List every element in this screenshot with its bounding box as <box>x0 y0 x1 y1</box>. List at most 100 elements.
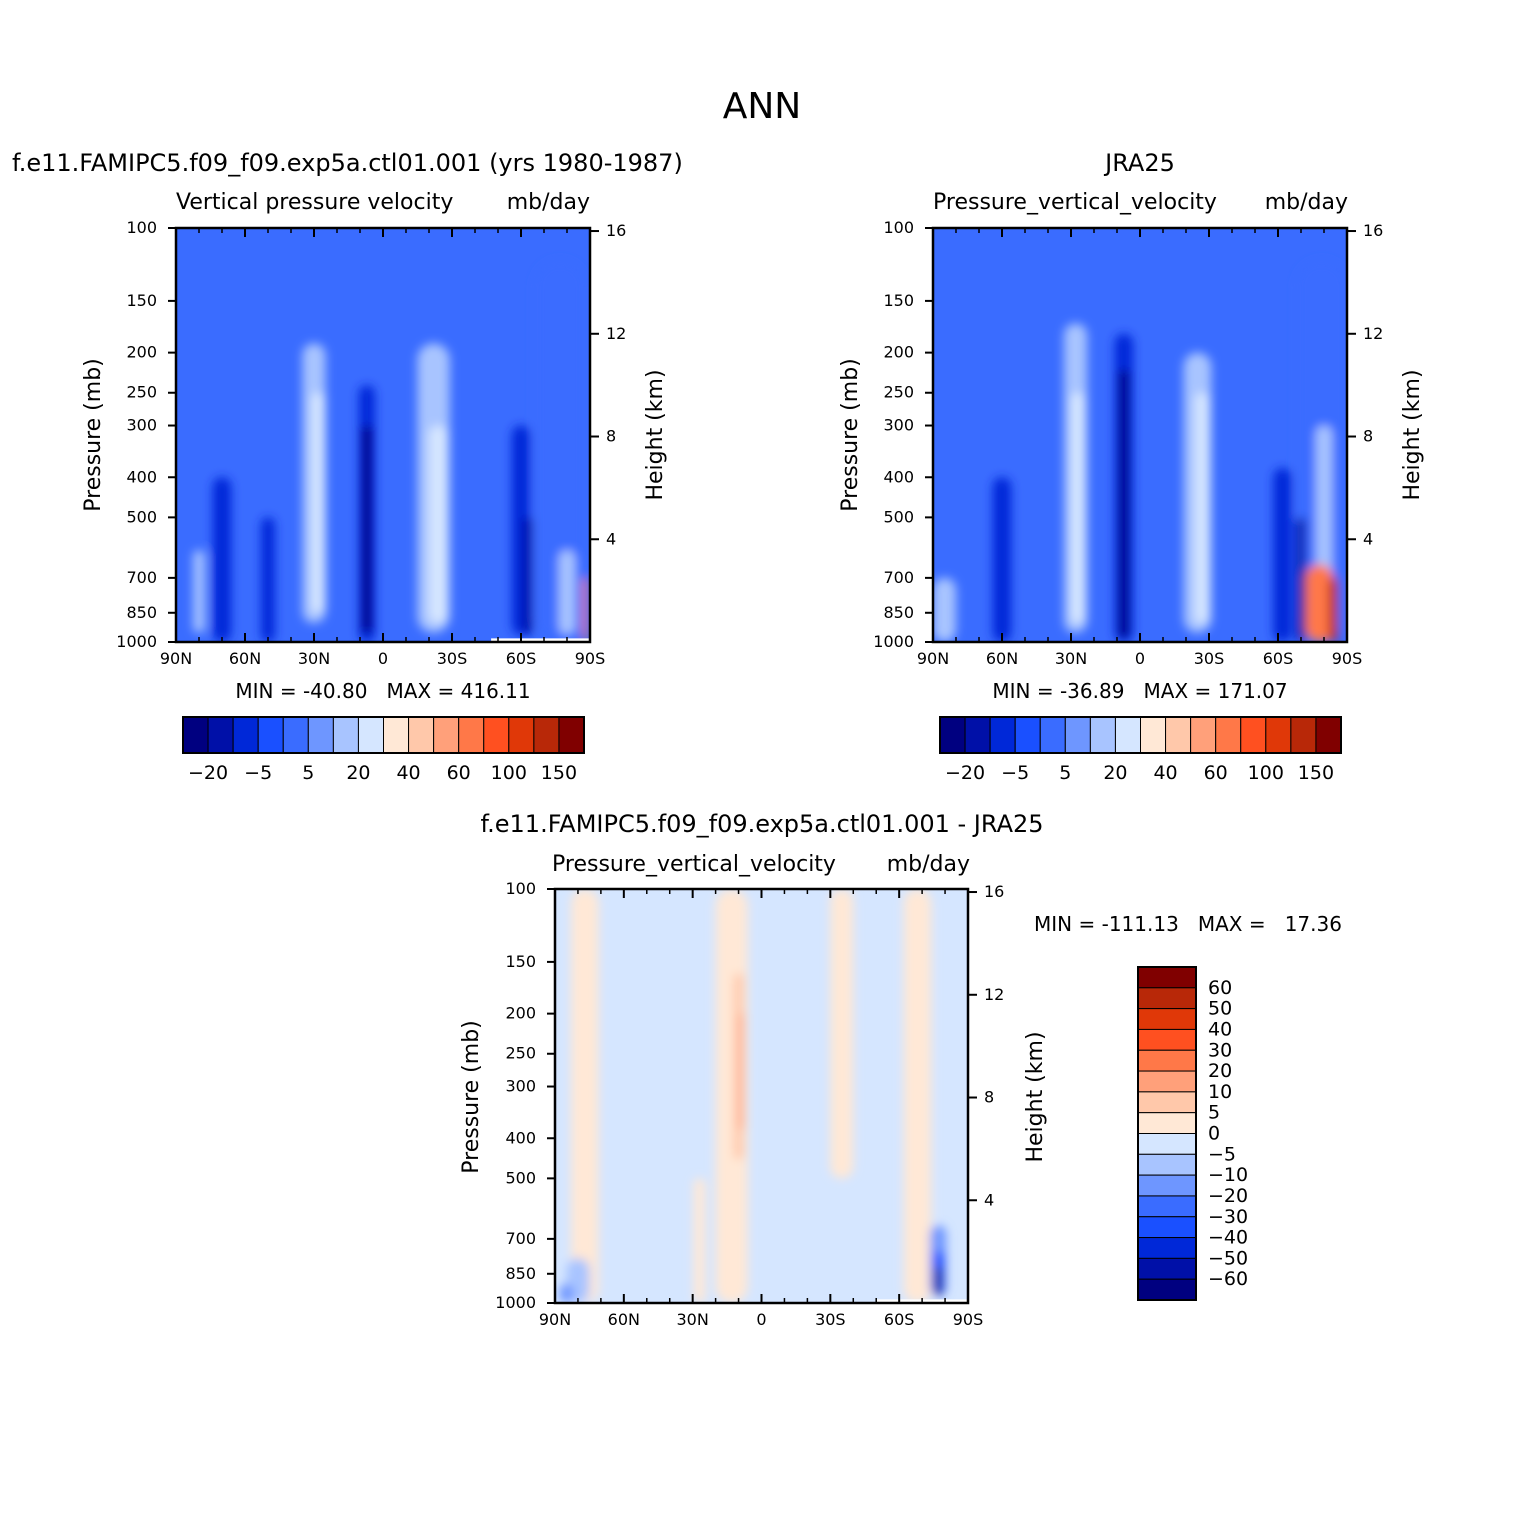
y-tick-label: 250 <box>126 383 157 402</box>
y-tick-label: 100 <box>505 879 536 898</box>
colorbar-swatch <box>1215 716 1242 754</box>
colorbar-swatch <box>207 716 234 754</box>
x-tick-label: 60S <box>1263 649 1294 668</box>
field-feature-8 <box>1195 392 1209 624</box>
y-axis-label: Pressure (mb) <box>838 358 863 512</box>
x-tick-label: 60S <box>506 649 537 668</box>
colorbar-swatch <box>508 716 535 754</box>
panel-title: f.e11.FAMIPC5.f09_f09.exp5a.ctl01.001 - … <box>480 810 1043 838</box>
x-tick-label: 90S <box>953 1310 984 1329</box>
field-feature-8 <box>559 1284 574 1303</box>
colorbar-label: 10 <box>1208 1081 1232 1103</box>
min-max-stats: MIN = -40.80 MAX = 416.11 <box>235 679 530 703</box>
x-tick-label: 30S <box>1194 649 1225 668</box>
colorbar-swatch <box>1137 1216 1197 1239</box>
colorbar-swatch <box>307 716 334 754</box>
y-tick-label: 700 <box>126 568 157 587</box>
y2-tick-label: 12 <box>606 324 626 343</box>
colorbar-swatch <box>989 716 1016 754</box>
x-tick-label: 0 <box>1135 649 1145 668</box>
colorbar-swatch <box>533 716 560 754</box>
colorbar-swatch <box>1240 716 1267 754</box>
x-tick-label: 60S <box>884 1310 915 1329</box>
y-tick-label: 400 <box>126 467 157 486</box>
colorbar-swatch <box>1137 1237 1197 1259</box>
x-tick-label: 60N <box>229 649 261 668</box>
field-feature-8 <box>429 425 448 624</box>
colorbar-label: −20 <box>188 762 228 784</box>
x-tick-label: 60N <box>986 649 1018 668</box>
colorbar-frame <box>939 716 1342 754</box>
colorbar-label: 5 <box>1059 762 1071 784</box>
colorbar-swatch <box>433 716 460 754</box>
colorbar-swatch <box>1290 716 1317 754</box>
y-tick-label: 1000 <box>873 632 914 651</box>
y-tick-label: 850 <box>126 603 157 622</box>
field-feature-0 <box>534 260 586 642</box>
y-tick-label: 300 <box>126 416 157 435</box>
y-tick-label: 500 <box>505 1168 536 1187</box>
y-tick-label: 300 <box>505 1077 536 1096</box>
colorbar-swatch <box>1315 716 1342 754</box>
colorbar-swatch <box>1137 1153 1197 1176</box>
y2-tick-label: 12 <box>1363 324 1383 343</box>
y2-tick-label: 16 <box>984 882 1004 901</box>
colorbar-label: 100 <box>491 762 527 784</box>
x-tick-label: 30N <box>677 1310 709 1329</box>
y-tick-label: 1000 <box>116 632 157 651</box>
y2-axis-label: Height (km) <box>1023 1031 1048 1162</box>
x-tick-label: 90N <box>539 1310 571 1329</box>
y2-tick-label: 16 <box>606 221 626 240</box>
left-subtitle: Pressure_vertical_velocity <box>552 852 836 877</box>
y-axis-label: Pressure (mb) <box>81 358 106 512</box>
y-tick-label: 150 <box>883 291 914 310</box>
x-tick-label: 30S <box>437 649 468 668</box>
colorbar-swatch <box>1114 716 1141 754</box>
y2-axis-label: Height (km) <box>643 369 668 500</box>
field-feature-4 <box>1071 392 1085 624</box>
field-feature-0 <box>571 889 599 1303</box>
y-axis-label: Pressure (mb) <box>459 1020 484 1174</box>
axes: 90N 60N 30N 0 30S 60S 90S 100 150 200 250 300 400 500… <box>495 879 1004 1329</box>
colorbar-label: −30 <box>1208 1206 1248 1228</box>
y2-axis-label: Height (km) <box>1400 369 1425 500</box>
colorbar-label: 100 <box>1248 762 1284 784</box>
field-feature-11 <box>934 1267 942 1296</box>
colorbar-swatch <box>1137 1133 1197 1155</box>
colorbar-label: −5 <box>1208 1143 1236 1165</box>
y-tick-label: 200 <box>883 343 914 362</box>
field-feature-13 <box>193 550 205 633</box>
field-feature-10 <box>523 517 533 635</box>
colorbar-swatch <box>1137 1174 1197 1197</box>
panel-model: f.e11.FAMIPC5.f09_f09.exp5a.ctl01.001 (y… <box>12 149 683 784</box>
colorbar-frame <box>182 716 585 754</box>
colorbar-swatch <box>1137 1070 1197 1093</box>
colorbar-swatch <box>1137 1008 1197 1030</box>
x-tick-label: 30S <box>815 1310 846 1329</box>
y-tick-label: 250 <box>505 1044 536 1063</box>
x-tick-label: 90S <box>1332 649 1363 668</box>
y2-tick-label: 8 <box>984 1088 994 1107</box>
colorbar-swatch <box>357 716 384 754</box>
page-title: ANN <box>723 86 802 127</box>
colorbar-label: 20 <box>1103 762 1127 784</box>
y-tick-label: 100 <box>126 218 157 237</box>
colorbar-label: −20 <box>945 762 985 784</box>
y2-tick-label: 8 <box>1363 427 1373 446</box>
min-max-stats: MIN = -111.13 MAX = 17.36 <box>1034 912 1342 936</box>
field-background <box>555 889 968 1303</box>
y-tick-label: 700 <box>505 1229 536 1248</box>
field-feature-4 <box>311 392 326 613</box>
colorbar-swatch <box>1137 1195 1197 1218</box>
panel-title: JRA25 <box>1103 149 1175 177</box>
x-tick-label: 90N <box>160 649 192 668</box>
colorbar-swatch <box>1137 1257 1197 1280</box>
colorbar-swatch <box>1190 716 1217 754</box>
colorbar-swatch <box>1137 966 1197 989</box>
colorbar-label: 150 <box>1298 762 1334 784</box>
colorbar-label: 0 <box>1208 1123 1220 1145</box>
field-feature-13 <box>1328 577 1338 642</box>
colorbar-label: −20 <box>1208 1185 1248 1207</box>
field-feature-2 <box>261 517 275 642</box>
field-feature-2 <box>933 577 956 642</box>
